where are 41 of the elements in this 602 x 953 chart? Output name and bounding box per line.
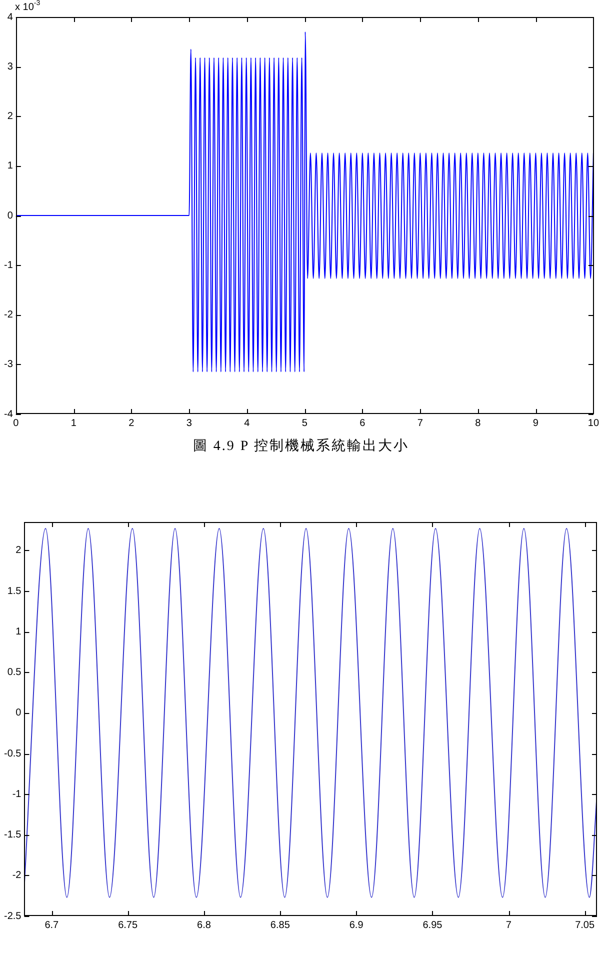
x-tick-label: 6 xyxy=(360,418,366,429)
x-tick-label: 8 xyxy=(475,418,482,429)
y-tick-label: 0 xyxy=(16,708,22,719)
x-tick-label: 1 xyxy=(70,418,77,429)
x-tick-label: 6.85 xyxy=(270,920,290,931)
line-series xyxy=(24,528,597,898)
y-tick-label: -1.5 xyxy=(4,830,22,841)
y-tick-label: 0.5 xyxy=(7,667,22,678)
x-tick-label: 5 xyxy=(302,418,308,429)
y-tick-label: -2.5 xyxy=(4,910,22,922)
y-tick-label: -1 xyxy=(4,260,14,271)
y-tick-label: -3 xyxy=(4,359,14,370)
x-tick-label: 6.8 xyxy=(197,920,212,931)
x-tick-label: 6.9 xyxy=(349,920,364,931)
x-tick-label: 6.75 xyxy=(118,920,138,931)
line-series xyxy=(16,31,594,372)
y-axis-title: x 10$^{-3}$ xyxy=(15,0,40,14)
y-tick-label: -0.5 xyxy=(4,748,22,760)
y-tick-label: 4 xyxy=(7,12,14,23)
x-tick-label: 7.05 xyxy=(575,920,595,931)
y-tick-label: -2 xyxy=(4,310,14,320)
x-tick-label: 6.95 xyxy=(422,920,443,931)
y-tick-label: 0 xyxy=(7,210,14,222)
y-tick-label: -2 xyxy=(12,870,22,882)
caption: 圖 4.9 P 控制機械系統輸出大小 xyxy=(192,438,410,456)
y-tick-label: 1.5 xyxy=(7,586,22,597)
x-tick-label: 4 xyxy=(244,418,250,429)
y-tick-label: -1 xyxy=(12,788,22,800)
y-tick-label: 3 xyxy=(7,61,14,72)
x-tick-label: 9 xyxy=(532,418,539,429)
y-tick-label: 2 xyxy=(16,545,22,556)
x-tick-label: 7 xyxy=(417,418,424,429)
x-tick-label: 7 xyxy=(506,920,512,931)
y-tick-label: 2 xyxy=(7,111,14,122)
x-tick-label: 3 xyxy=(186,418,192,429)
y-tick-label: 1 xyxy=(16,626,22,638)
y-tick-label: -4 xyxy=(4,408,14,420)
x-tick-label: 6.7 xyxy=(44,920,60,931)
x-tick-label: 10 xyxy=(588,418,600,429)
y-tick-label: 1 xyxy=(7,160,14,172)
x-tick-label: 2 xyxy=(128,418,135,429)
